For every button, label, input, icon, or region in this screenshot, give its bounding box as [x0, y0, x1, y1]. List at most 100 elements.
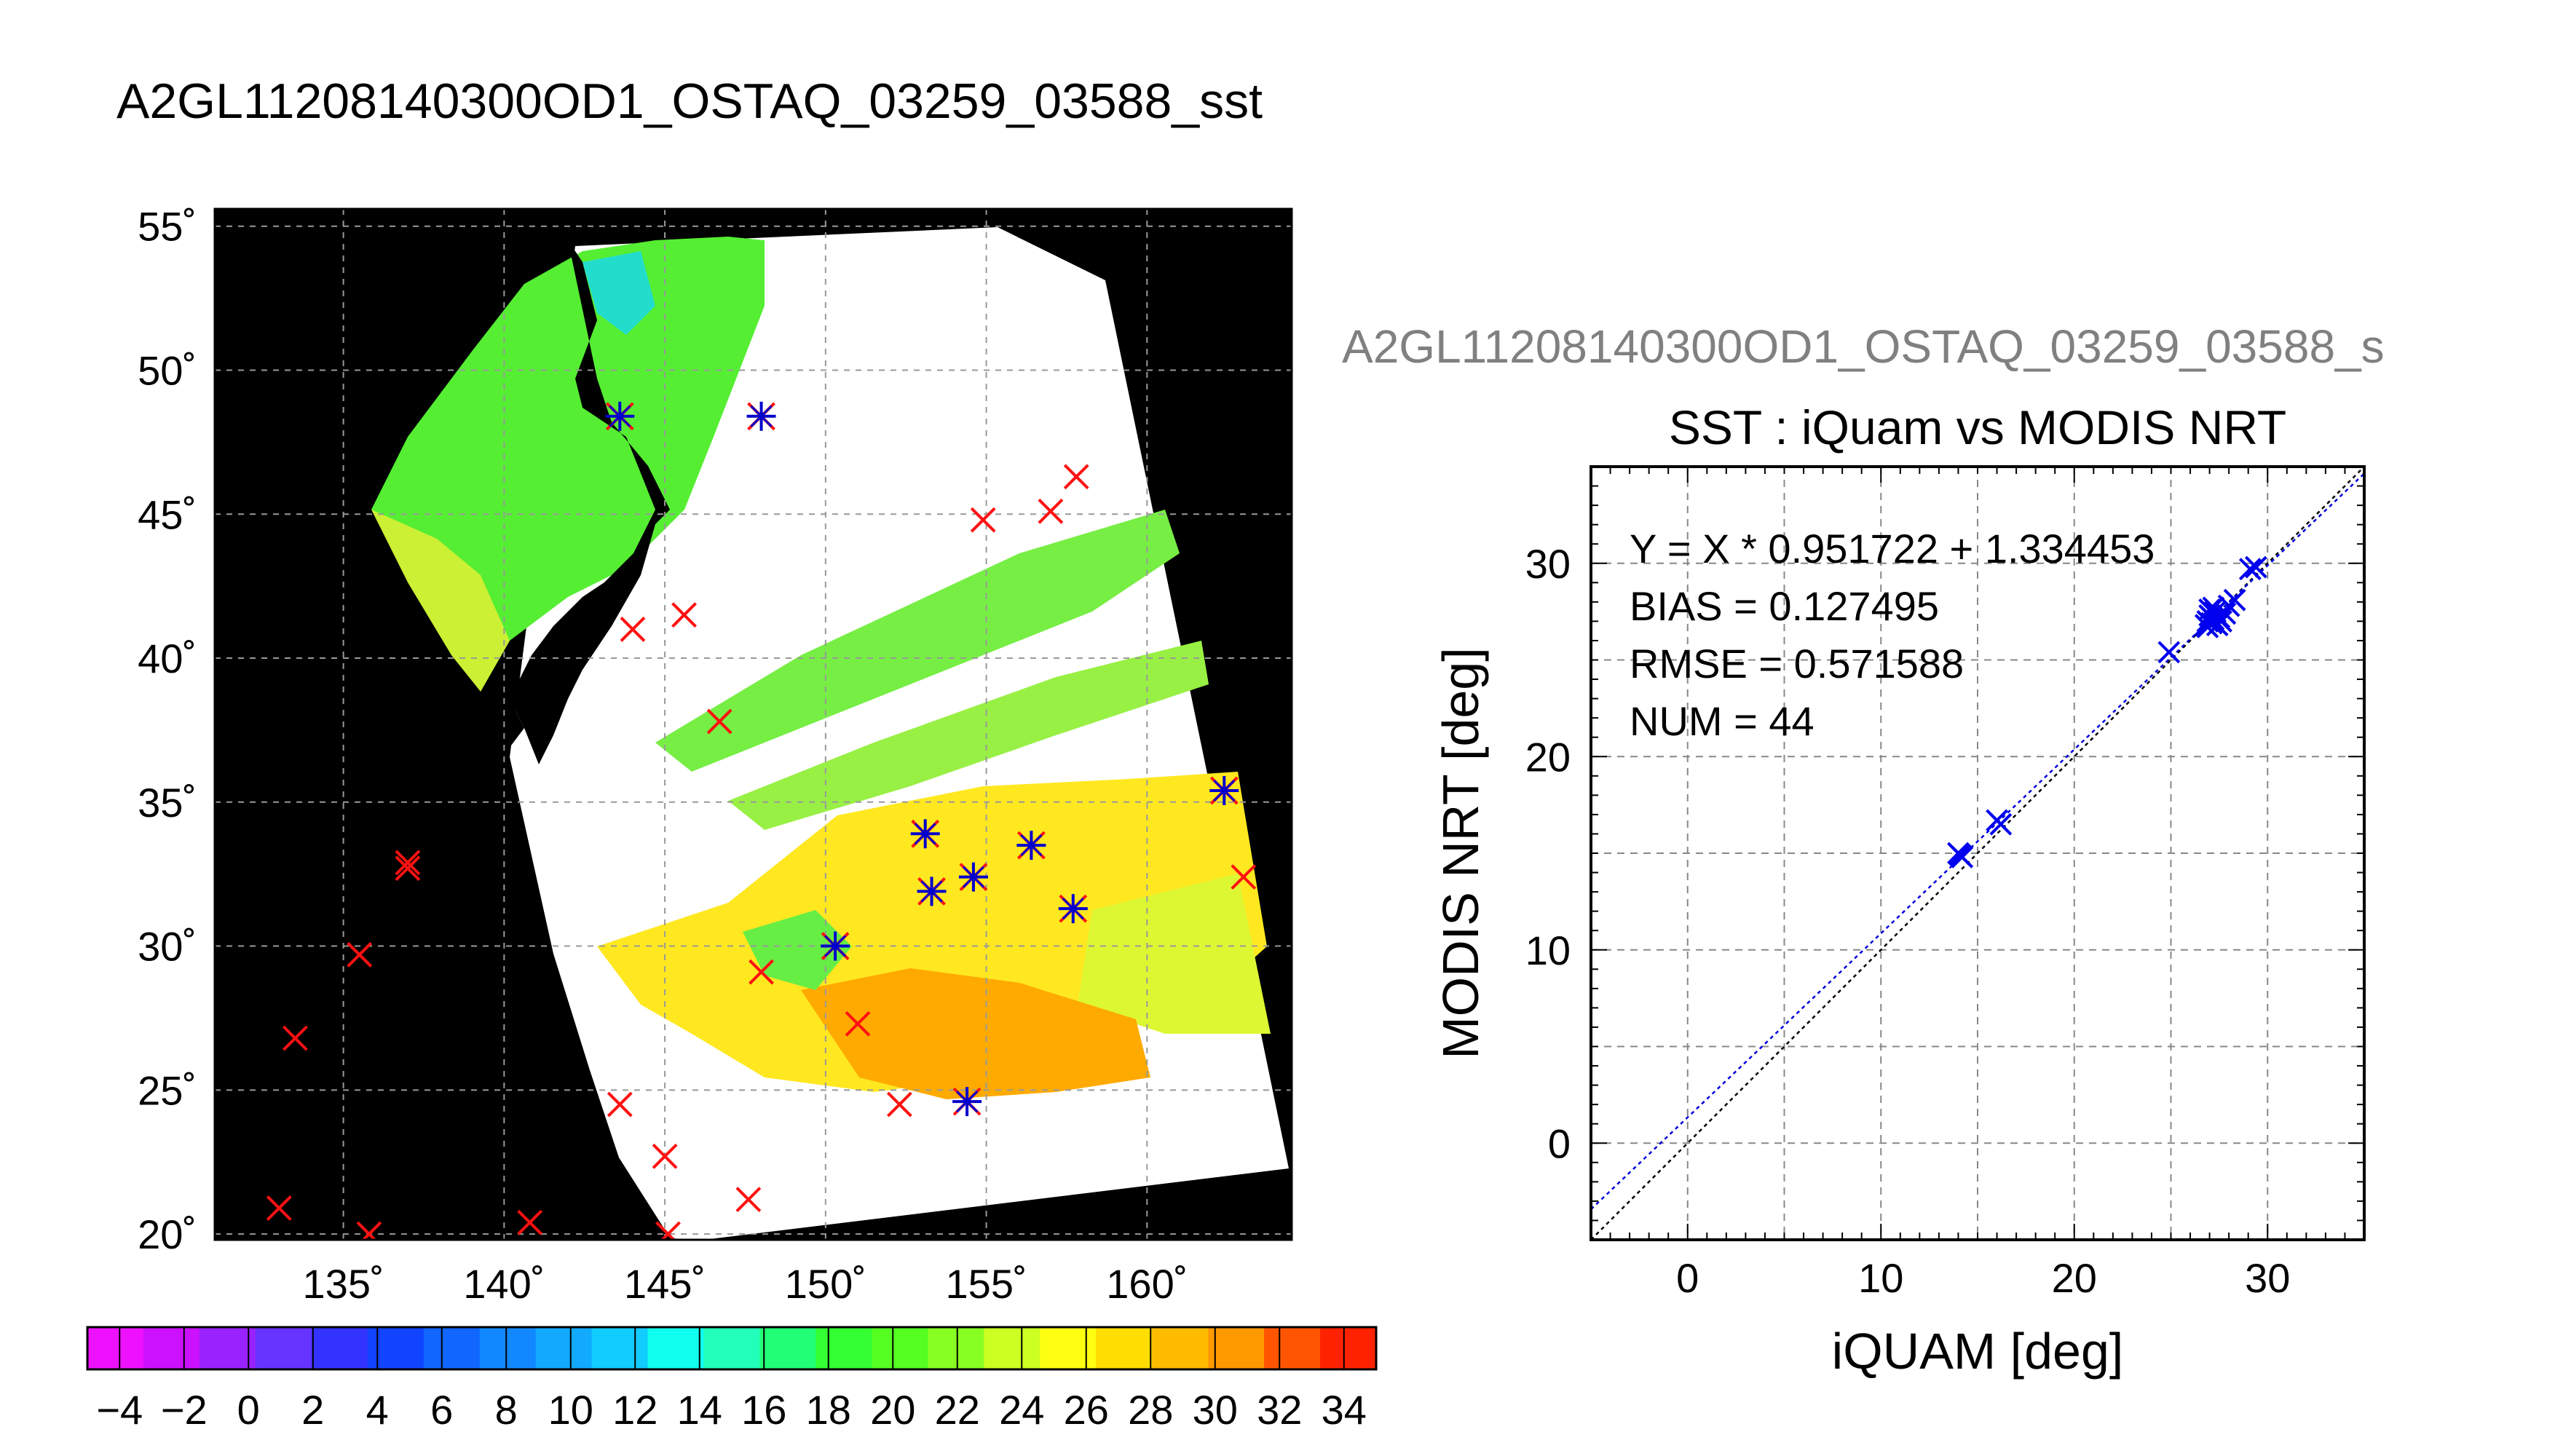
- matchup-marker: [1058, 894, 1088, 924]
- map-y-tick-label: 40˚: [138, 636, 197, 681]
- scatter-point: [2200, 606, 2223, 629]
- colorbar-tick-label: 26: [1064, 1387, 1109, 1433]
- map-y-tick-label: 50˚: [138, 347, 197, 393]
- scatter-lines: [1591, 467, 2364, 1240]
- matchup-marker: [952, 1087, 982, 1117]
- colorbar-swatches: [87, 1327, 1377, 1369]
- map-panel: 135˚ 140˚ 145˚ 150˚ 155˚ 160˚ 20˚ 25˚ 30˚ 35˚ 40˚ 4…: [138, 204, 1293, 1307]
- map-x-tick-label: 160˚: [1106, 1261, 1188, 1307]
- map-y-tick-label: 30˚: [138, 924, 197, 970]
- map-x-tick-label: 140˚: [463, 1261, 545, 1307]
- sst-yellowgreen-west: [371, 510, 510, 692]
- buoy-marker: [347, 942, 373, 968]
- colorbar-tick-label: 10: [548, 1387, 593, 1433]
- colorbar-tick-label: 24: [999, 1387, 1044, 1433]
- colorbar-labels: −4 −2 0 2 4 6 8 10 12 14 16 18 20 22 24 26 28 30 32 34: [96, 1327, 1367, 1433]
- scatter-ylabel: MODIS NRT [deg]: [1432, 647, 1489, 1059]
- colorbar-tick-label: 34: [1322, 1387, 1367, 1433]
- map-y-tick-label: 55˚: [138, 204, 197, 250]
- scatter-x-tick-label: 10: [1858, 1255, 1903, 1301]
- map-grid: [215, 209, 1292, 1240]
- colorbar-swatch: [1096, 1327, 1153, 1369]
- map-x-tick-label: 155˚: [946, 1261, 1027, 1307]
- scatter-xlabel: iQUAM [deg]: [1832, 1323, 2124, 1380]
- map-axis-ticks: 135˚ 140˚ 145˚ 150˚ 155˚ 160˚ 20˚ 25˚ 30˚ 35˚ 40˚ 4…: [138, 204, 1188, 1307]
- map-y-tick-label: 25˚: [138, 1067, 197, 1113]
- buoy-marker: [395, 855, 421, 882]
- buoy-marker: [266, 1195, 292, 1221]
- buoy-marker: [886, 1091, 912, 1117]
- colorbar-swatch: [872, 1327, 929, 1369]
- colorbar-tick-label: 14: [677, 1387, 722, 1433]
- colorbar-swatch: [479, 1327, 537, 1369]
- scatter-grid: [1591, 467, 2364, 1240]
- colorbar-tick-label: −2: [161, 1387, 208, 1433]
- colorbar-tick-label: 28: [1128, 1387, 1173, 1433]
- stats-rmse: RMSE = 0.571588: [1630, 641, 1964, 687]
- colorbar-swatch: [423, 1327, 481, 1369]
- scatter-y-tick-label: 30: [1525, 541, 1571, 587]
- scatter-x-tick-label: 30: [2245, 1255, 2290, 1301]
- land-hokkaido: [510, 240, 670, 764]
- buoy-marker: [517, 1209, 543, 1235]
- regression-line: [1591, 472, 2364, 1211]
- map-x-tick-label: 145˚: [624, 1261, 706, 1307]
- colorbar-swatch: [1152, 1327, 1209, 1369]
- map-y-tick-label: 45˚: [138, 491, 197, 537]
- colorbar-swatch: [759, 1327, 817, 1369]
- buoy-marker: [1038, 498, 1064, 524]
- scatter-point: [2244, 555, 2267, 579]
- colorbar-swatch: [1320, 1327, 1377, 1369]
- sst-green-band-2: [728, 641, 1209, 830]
- colorbar-frame: [86, 1326, 1378, 1371]
- colorbar-tick-label: 0: [237, 1387, 260, 1433]
- colorbar-swatch: [87, 1327, 144, 1369]
- colorbar-swatch: [1208, 1327, 1265, 1369]
- colorbar-tick-label: 4: [366, 1387, 389, 1433]
- colorbar-tick-label: 32: [1257, 1387, 1302, 1433]
- buoy-marker: [1231, 864, 1257, 890]
- map-y-tick-label: 35˚: [138, 780, 197, 826]
- colorbar-tick-label: 12: [612, 1387, 657, 1433]
- buoy-marker: [655, 1221, 681, 1240]
- colorbar-swatch: [1040, 1327, 1097, 1369]
- colorbar-swatch: [367, 1327, 424, 1369]
- buoy-marker: [652, 1143, 678, 1169]
- scatter-y-tick-label: 0: [1548, 1120, 1571, 1166]
- buoy-marker: [607, 1091, 633, 1117]
- stats-equation: Y = X * 0.951722 + 1.334453: [1630, 526, 2155, 571]
- colorbar-swatch: [143, 1327, 200, 1369]
- matchup-marker: [1016, 831, 1046, 860]
- scatter-point: [2157, 641, 2181, 664]
- scatter-point: [1951, 845, 1974, 869]
- map-markers: [266, 401, 1257, 1240]
- colorbar-swatch: [647, 1327, 705, 1369]
- scatter-panel: 0 10 20 30 0 10 20 30 Y = X * 0.951722 + 1.3344…: [1432, 465, 2366, 1380]
- matchup-marker: [821, 931, 850, 961]
- matchup-marker: [917, 877, 947, 906]
- buoy-marker: [356, 1221, 382, 1240]
- colorbar-swatch: [928, 1327, 985, 1369]
- matchup-marker: [958, 862, 988, 892]
- colorbar-swatch: [199, 1327, 256, 1369]
- buoy-marker: [749, 959, 774, 985]
- buoy-marker: [845, 1010, 871, 1037]
- colorbar-tick-label: 20: [870, 1387, 915, 1433]
- colorbar-tick-label: 18: [806, 1387, 851, 1433]
- sst-green-band-1: [655, 510, 1180, 772]
- buoy-marker: [970, 507, 996, 533]
- buoy-marker: [1063, 464, 1089, 490]
- sst-orange-south: [801, 968, 1150, 1099]
- map-x-tick-label: 150˚: [785, 1261, 866, 1307]
- sst-green-south-patch: [743, 910, 852, 990]
- stats-bias: BIAS = 0.127495: [1630, 583, 1939, 629]
- colorbar: −4 −2 0 2 4 6 8 10 12 14 16 18 20 22 24 26 28 30 32 34: [86, 1326, 1378, 1433]
- stats-num: NUM = 44: [1630, 698, 1814, 744]
- colorbar-swatch: [255, 1327, 312, 1369]
- scatter-point: [1986, 809, 2008, 832]
- buoy-marker: [395, 850, 421, 876]
- colorbar-tick-label: 30: [1193, 1387, 1238, 1433]
- colorbar-tick-label: 22: [935, 1387, 980, 1433]
- colorbar-tick-label: 8: [495, 1387, 518, 1433]
- buoy-marker: [671, 602, 697, 628]
